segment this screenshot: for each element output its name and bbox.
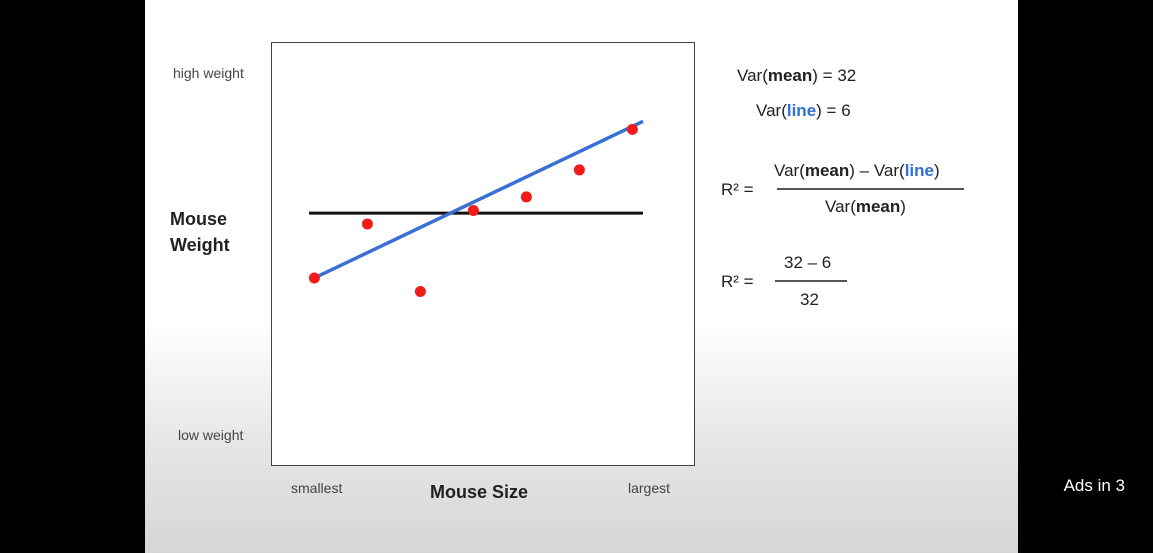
x-small-label: smallest <box>291 480 343 496</box>
slide: high weight low weight Mouse Weight smal… <box>145 0 1018 553</box>
y-axis-title-line2: Weight <box>170 235 230 255</box>
r2-numerator-1: Var(mean) – Var(line) <box>774 161 940 180</box>
fraction-bar-2 <box>775 280 847 282</box>
y-high-label: high weight <box>173 65 244 81</box>
ads-countdown: Ads in 3 <box>1063 476 1125 495</box>
y-axis-title-line1: Mouse <box>170 209 228 229</box>
r2-label-1: R² = <box>721 180 754 199</box>
data-point-5 <box>520 191 532 203</box>
plot-area <box>271 42 695 466</box>
data-point-7 <box>626 123 638 135</box>
data-point-4 <box>467 204 479 216</box>
data-point-3 <box>414 285 426 297</box>
fraction-bar-1 <box>777 188 964 190</box>
data-point-1 <box>308 272 320 284</box>
plot-svg <box>308 119 644 297</box>
var-mean-eq: Var(mean) = 32 <box>737 66 857 85</box>
data-point-2 <box>361 218 373 230</box>
var-line-eq: Var(line) = 6 <box>756 101 851 120</box>
data-point-6 <box>573 164 585 176</box>
r2-numerator-2: 32 – 6 <box>784 253 832 272</box>
r2-label-2: R² = <box>721 272 754 291</box>
x-large-label: largest <box>628 480 671 496</box>
r2-denominator-1: Var(mean) <box>825 197 906 216</box>
x-axis-title: Mouse Size <box>430 482 529 502</box>
r2-denominator-2: 32 <box>800 290 819 309</box>
y-low-label: low weight <box>178 427 244 443</box>
fit-line <box>313 119 644 280</box>
